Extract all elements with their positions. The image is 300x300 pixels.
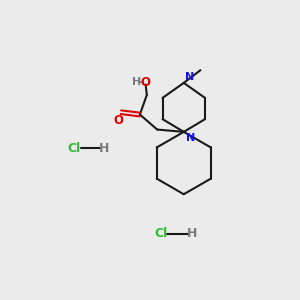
Text: N: N (185, 72, 194, 82)
Text: N: N (186, 133, 195, 142)
Text: H: H (187, 227, 197, 240)
Text: O: O (141, 76, 151, 89)
Text: O: O (114, 114, 124, 127)
Text: H: H (132, 77, 141, 87)
Text: H: H (99, 142, 109, 154)
Text: Cl: Cl (68, 142, 81, 154)
Text: Cl: Cl (154, 227, 167, 240)
